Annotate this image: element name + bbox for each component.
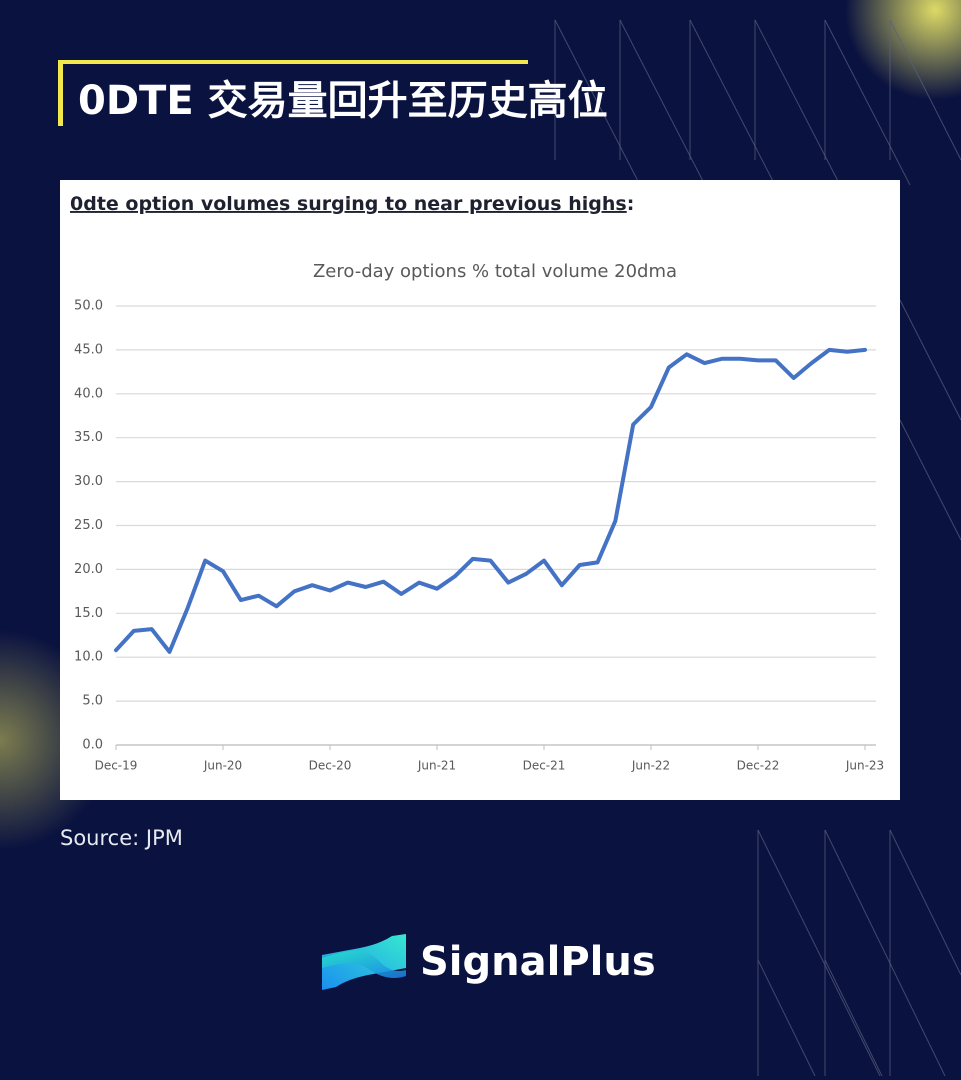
x-tick-label: Dec-20 — [309, 759, 352, 773]
chart-heading-text: 0dte option volumes surging to near prev… — [70, 193, 627, 215]
y-tick-label: 15.0 — [74, 606, 103, 621]
x-tick-label: Jun-22 — [631, 759, 670, 773]
x-tick-label: Dec-19 — [95, 759, 138, 773]
y-tick-label: 25.0 — [74, 518, 103, 533]
data-line — [114, 347, 867, 654]
y-tick-label: 20.0 — [74, 562, 103, 577]
glow — [845, 0, 961, 100]
y-tick-label: 50.0 — [74, 299, 103, 314]
y-tick-label: 35.0 — [74, 430, 103, 445]
x-tick-label: Dec-21 — [523, 759, 566, 773]
chart-heading-punct: : — [627, 193, 635, 215]
x-tick-label: Dec-22 — [737, 759, 780, 773]
decor-lines — [554, 19, 961, 1077]
y-tick-label: 30.0 — [74, 474, 103, 489]
x-tick-label: Jun-23 — [845, 759, 884, 773]
page-title: 0DTE 交易量回升至历史高位 — [78, 78, 608, 124]
chart-heading: 0dte option volumes surging to near prev… — [70, 193, 634, 215]
chart-title: Zero-day options % total volume 20dma — [313, 261, 677, 282]
brand-name: SignalPlus — [420, 939, 656, 985]
y-tick-label: 40.0 — [74, 386, 103, 401]
y-tick-label: 5.0 — [82, 694, 103, 709]
brand-logo — [322, 950, 406, 978]
y-tick-label: 0.0 — [82, 738, 103, 753]
chart-panel — [60, 180, 900, 800]
title-accent — [58, 60, 63, 126]
y-tick-label: 45.0 — [74, 342, 103, 357]
title-accent — [58, 60, 528, 64]
y-tick-label: 10.0 — [74, 650, 103, 665]
x-tick-label: Jun-21 — [417, 759, 456, 773]
x-tick-label: Jun-20 — [203, 759, 242, 773]
source: Source: JPM — [60, 826, 183, 850]
